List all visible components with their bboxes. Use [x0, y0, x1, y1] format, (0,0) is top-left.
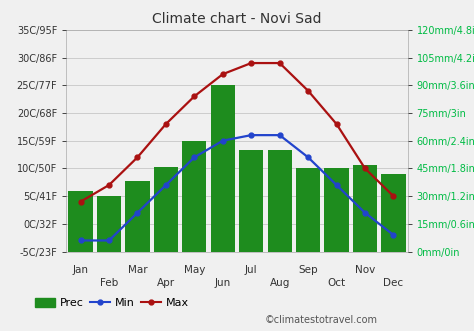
- Bar: [324, 168, 348, 252]
- Bar: [210, 85, 235, 252]
- Text: May: May: [183, 265, 205, 275]
- Text: Aug: Aug: [270, 278, 290, 288]
- Bar: [353, 165, 377, 252]
- Bar: [239, 150, 263, 252]
- Text: Mar: Mar: [128, 265, 147, 275]
- Bar: [125, 181, 149, 252]
- Text: Jul: Jul: [245, 265, 257, 275]
- Bar: [154, 166, 178, 252]
- Bar: [381, 174, 405, 252]
- Bar: [296, 168, 320, 252]
- Text: Oct: Oct: [328, 278, 346, 288]
- Text: Apr: Apr: [157, 278, 175, 288]
- Bar: [97, 196, 121, 252]
- Bar: [182, 141, 206, 252]
- Text: Sep: Sep: [298, 265, 318, 275]
- Legend: Prec, Min, Max: Prec, Min, Max: [31, 293, 193, 312]
- Text: Feb: Feb: [100, 278, 118, 288]
- Title: Climate chart - Novi Sad: Climate chart - Novi Sad: [152, 12, 322, 26]
- Text: Jan: Jan: [73, 265, 89, 275]
- Bar: [267, 150, 292, 252]
- Text: Dec: Dec: [383, 278, 403, 288]
- Bar: [68, 191, 92, 252]
- Text: Jun: Jun: [215, 278, 231, 288]
- Text: Nov: Nov: [355, 265, 375, 275]
- Text: ©climatestotravel.com: ©climatestotravel.com: [264, 315, 377, 325]
